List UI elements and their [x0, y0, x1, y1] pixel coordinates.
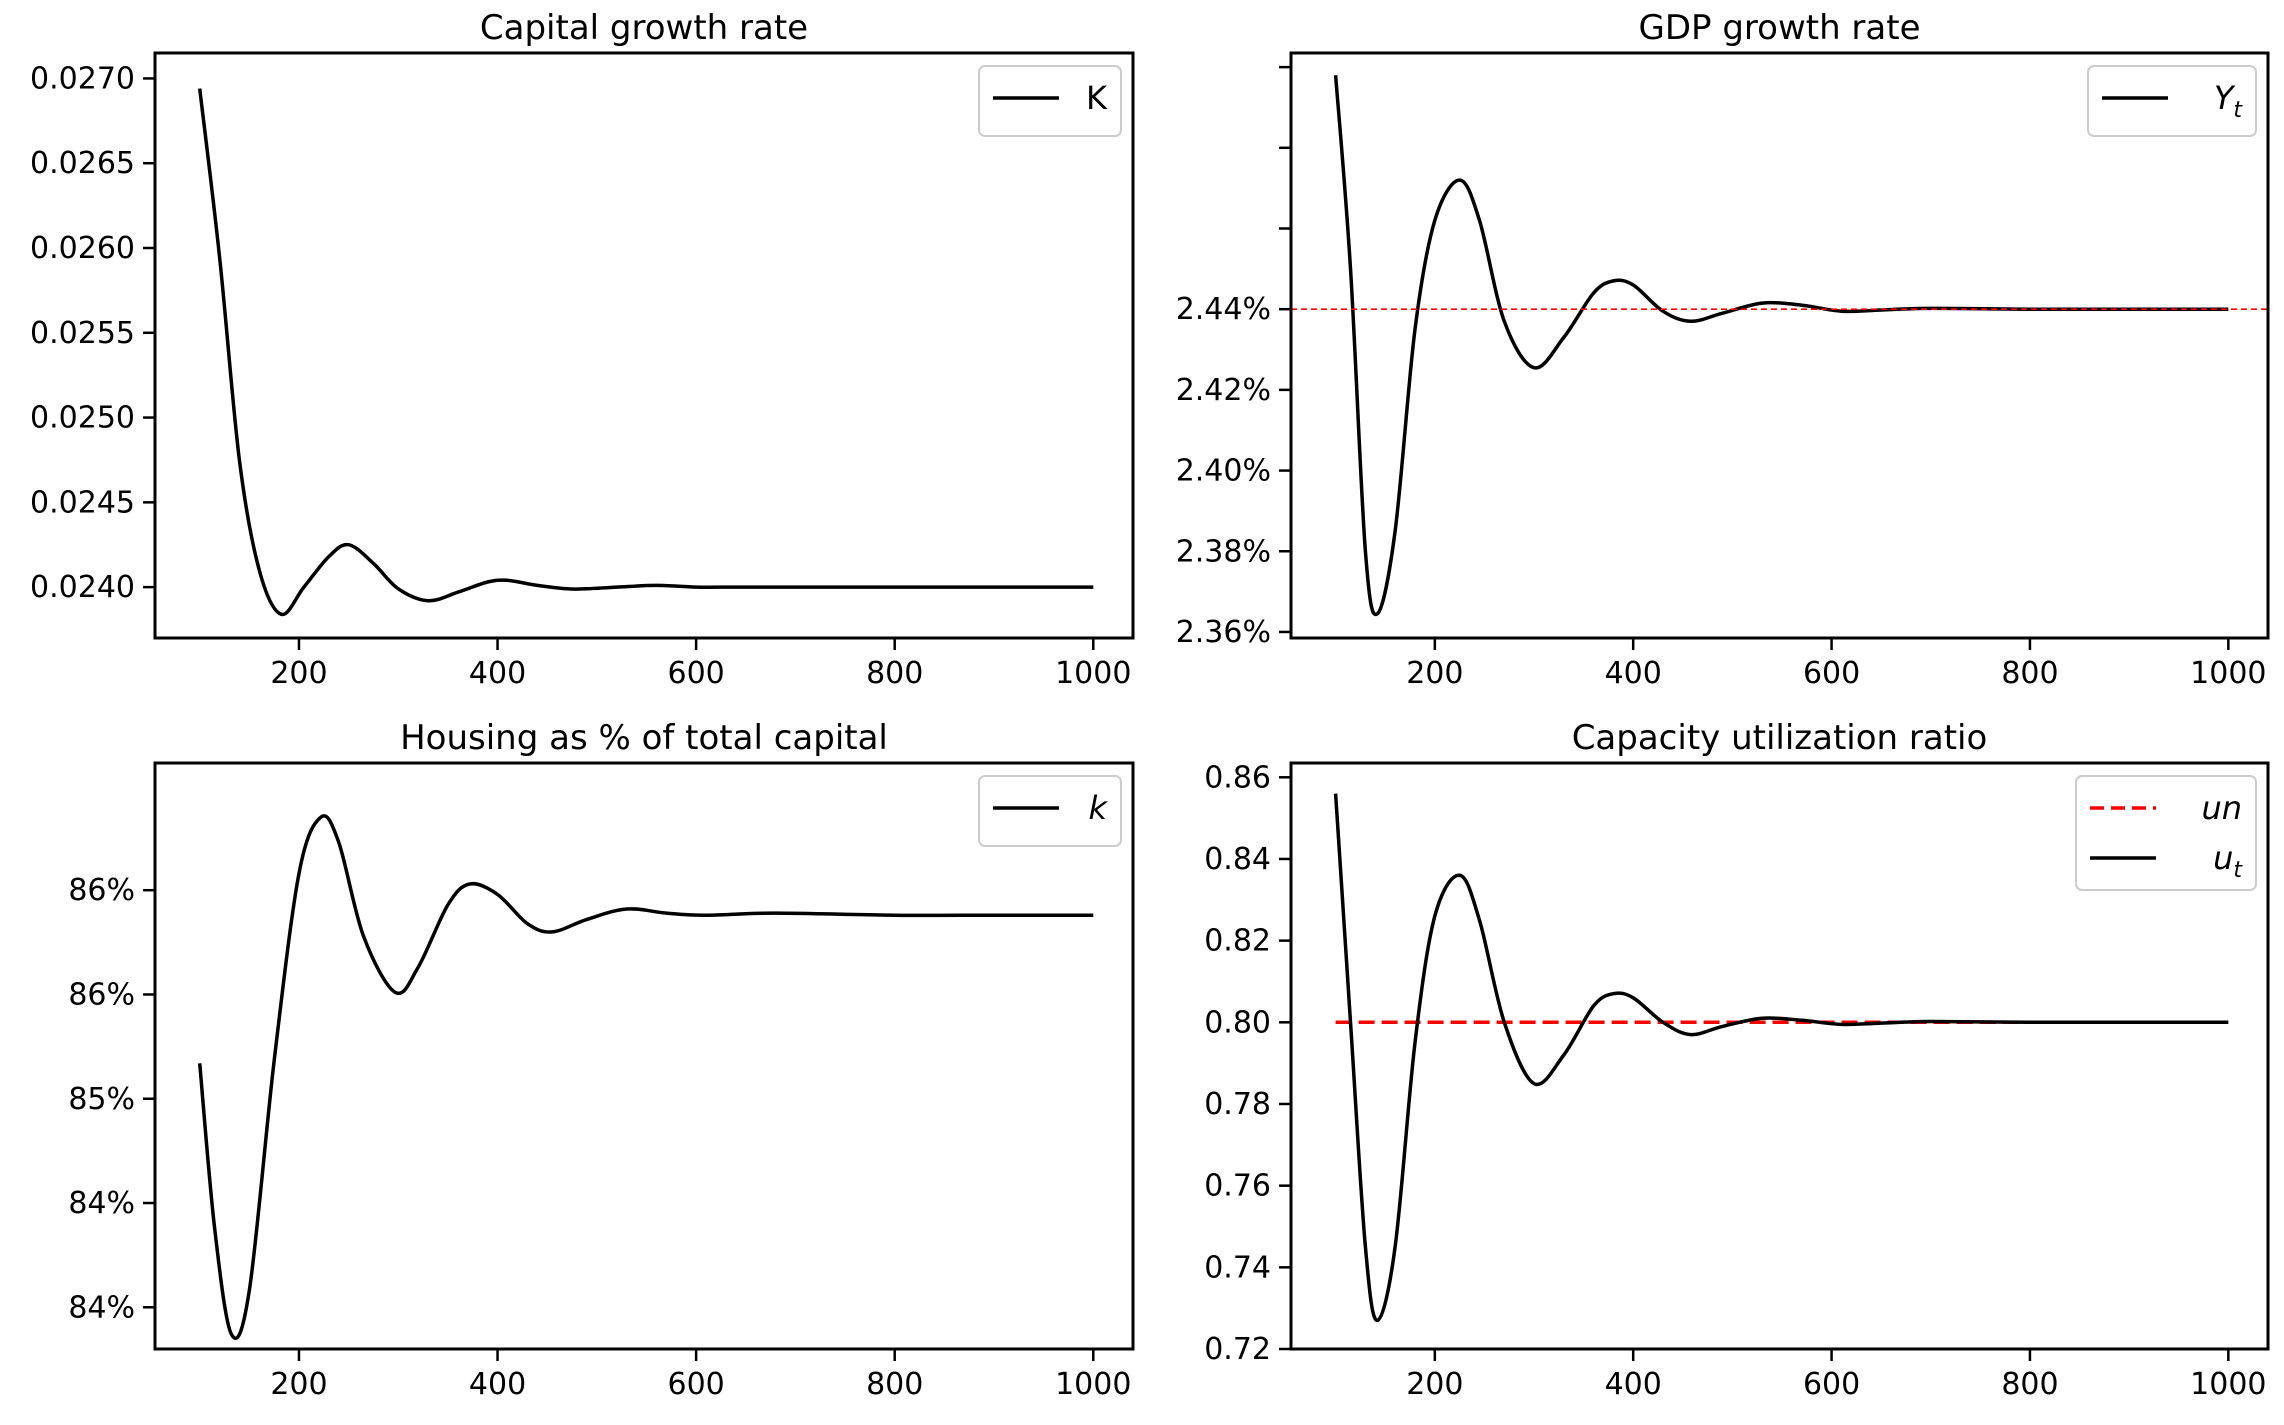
y-tick-label: 0.78 — [1204, 1087, 1271, 1122]
x-tick-label: 800 — [2001, 656, 2058, 691]
x-tick-label: 1000 — [1055, 1367, 1131, 1402]
panel-gdp: GDP growth rate 200 400 600 800 1000 2.36% 2.38… — [1176, 8, 2270, 691]
y-tick-label: 2.44% — [1176, 292, 1271, 327]
y-tick-label: 84% — [68, 1290, 135, 1325]
x-tick-label: 200 — [270, 656, 327, 691]
y-tick-label: 84% — [68, 1186, 135, 1221]
y-tick-label: 0.72 — [1204, 1332, 1271, 1367]
legend-box — [978, 65, 1122, 137]
axes-frame-capital — [153, 51, 1135, 640]
series-line-housing-0 — [197, 814, 1094, 1341]
legend-box — [2075, 775, 2257, 891]
legend-label: un — [2201, 789, 2242, 827]
x-tick-label: 800 — [866, 656, 923, 691]
y-tick-label: 0.0250 — [30, 401, 135, 436]
y-tick-label: 85% — [68, 1082, 135, 1117]
legend-label: ut — [2213, 839, 2243, 883]
y-tick-label: 86% — [68, 873, 135, 908]
legend-label: k — [1088, 789, 1108, 827]
y-tick-label: 0.0265 — [30, 146, 135, 181]
axes-frame-gdp — [1289, 51, 2270, 640]
axes-frame-capacity — [1289, 761, 2270, 1351]
y-tick-label: 2.42% — [1176, 373, 1271, 408]
y-tick-label: 0.0240 — [30, 570, 135, 605]
legend-label: Yt — [2214, 79, 2244, 123]
y-tick-label: 2.36% — [1176, 615, 1271, 650]
y-tick-label: 2.40% — [1176, 454, 1271, 489]
legend-box — [2087, 65, 2257, 137]
x-tick-label: 600 — [1803, 656, 1860, 691]
y-tick-label: 0.82 — [1204, 924, 1271, 959]
x-tick-label: 800 — [866, 1367, 923, 1402]
x-tick-label: 400 — [1605, 1367, 1662, 1402]
y-tick-label: 0.0245 — [30, 485, 135, 520]
x-tick-label: 800 — [2001, 1367, 2058, 1402]
y-tick-label: 0.0260 — [30, 231, 135, 266]
y-tick-label: 0.86 — [1204, 760, 1271, 795]
legend-gdp: Yt — [2087, 65, 2257, 137]
y-tick-label: 0.74 — [1204, 1250, 1271, 1285]
x-tick-label: 600 — [1803, 1367, 1860, 1402]
panel-housing: Housing as % of total capital 200 400 600 80… — [68, 718, 1135, 1402]
legend-box — [978, 775, 1122, 847]
chart-title-housing: Housing as % of total capital — [400, 718, 888, 758]
series-line-gdp-0 — [1333, 75, 2229, 617]
legend-capital: K — [978, 65, 1122, 137]
axes-frame-housing — [153, 761, 1135, 1351]
x-tick-label: 1000 — [2190, 656, 2266, 691]
x-tick-label: 1000 — [2190, 1367, 2266, 1402]
chart-title-capacity: Capacity utilization ratio — [1572, 718, 1988, 758]
x-tick-label: 400 — [1605, 656, 1662, 691]
legend-housing: k — [978, 775, 1122, 847]
chart-title-capital: Capital growth rate — [480, 8, 808, 48]
series-line-capacity-1 — [1333, 793, 2229, 1323]
x-tick-label: 600 — [667, 656, 724, 691]
panel-capacity: Capacity utilization ratio 200 400 600 800 10… — [1204, 718, 2270, 1402]
y-tick-label: 86% — [68, 977, 135, 1012]
y-tick-label: 0.76 — [1204, 1169, 1271, 1204]
x-tick-label: 200 — [1406, 656, 1463, 691]
x-tick-label: 200 — [270, 1367, 327, 1402]
x-tick-label: 200 — [1406, 1367, 1463, 1402]
legend-label: K — [1086, 79, 1108, 117]
x-tick-label: 400 — [469, 1367, 526, 1402]
y-tick-label: 0.0255 — [30, 316, 135, 351]
chart-title-gdp: GDP growth rate — [1638, 8, 1920, 48]
panel-capital: Capital growth rate 200 400 600 800 1000 0.024… — [30, 8, 1135, 691]
y-tick-label: 2.38% — [1176, 534, 1271, 569]
y-tick-label: 0.0270 — [30, 61, 135, 96]
y-tick-label: 0.80 — [1204, 1005, 1271, 1040]
series-line-capital-0 — [197, 88, 1094, 617]
x-tick-label: 1000 — [1055, 656, 1131, 691]
y-tick-label: 0.84 — [1204, 842, 1271, 877]
x-tick-label: 400 — [469, 656, 526, 691]
legend-capacity: un ut — [2075, 775, 2257, 891]
x-tick-label: 600 — [667, 1367, 724, 1402]
